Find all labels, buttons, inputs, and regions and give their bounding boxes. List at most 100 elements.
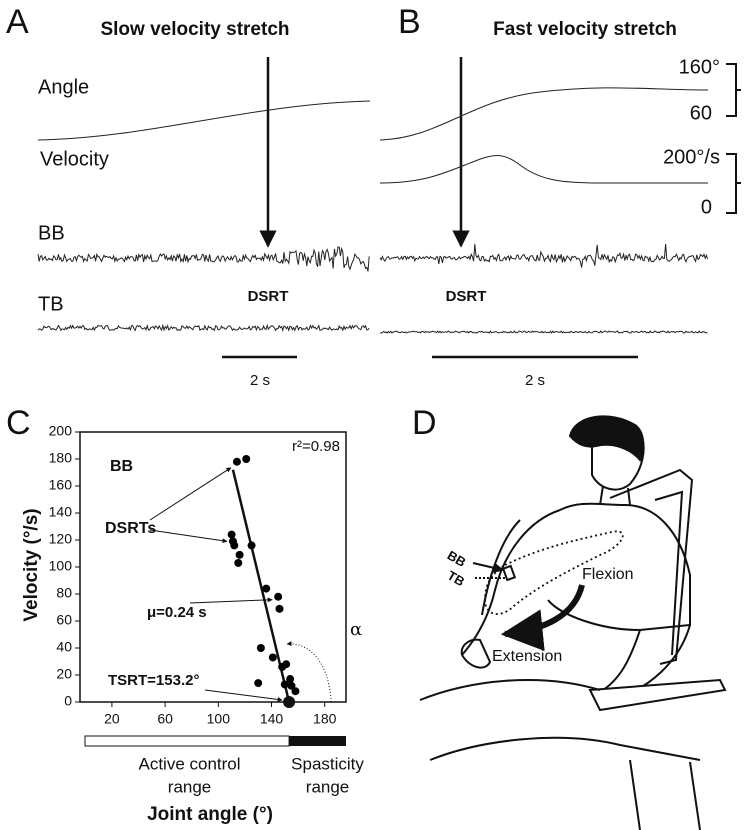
marker-label: DSRT (446, 288, 487, 305)
point (235, 550, 244, 559)
trace-label: Angle (38, 76, 89, 98)
panel-title: Fast velocity stretch (493, 19, 677, 40)
scale-label: 60 (690, 102, 712, 124)
range-bar (84, 735, 290, 747)
annotation-arrow (149, 529, 228, 544)
torso (547, 502, 691, 632)
y-axis-label: Velocity (°/s) (21, 508, 42, 621)
fit-line (231, 469, 291, 703)
movement-label: Flexion (582, 566, 634, 583)
emg-traces (37, 243, 709, 334)
series-label: BB (110, 458, 133, 475)
y-tick-label: 160 (49, 477, 73, 493)
range-label: range (168, 777, 211, 796)
scale-label: 200°/s (663, 146, 720, 168)
neck (599, 485, 631, 506)
y-tick-label: 0 (64, 693, 72, 709)
fit-label: r²=0.98 (292, 438, 340, 455)
point (274, 592, 283, 601)
legs (419, 679, 701, 761)
emg-trace (37, 246, 370, 272)
y-tick-label: 60 (56, 612, 72, 628)
angle-trace (379, 87, 709, 141)
scale-label: 2 s (250, 372, 270, 389)
y-tick-label: 120 (49, 531, 73, 547)
scale-label: 2 s (525, 372, 545, 389)
marker-label: DSRT (248, 288, 289, 305)
movement-label: Extension (492, 648, 562, 665)
chart: C 0 20 40 60 80 100 120 140 160 180 200 20 60 100 140 18… (6, 404, 364, 825)
x-tick-label: 140 (260, 711, 284, 727)
range-label: range (306, 777, 349, 796)
range-label: Active control (139, 754, 241, 773)
trace-label: BB (38, 222, 65, 244)
point (234, 558, 243, 567)
y-tick-label: 80 (56, 585, 72, 601)
point (262, 584, 271, 593)
velocity-trace (379, 155, 708, 184)
y-tick-label: 20 (56, 666, 72, 682)
arrow (472, 562, 504, 573)
movement-arrow (500, 584, 585, 652)
y-tick-label: 40 (56, 639, 72, 655)
tsrt-point (283, 696, 296, 708)
electrode (501, 564, 517, 582)
muscle-outline (484, 530, 624, 615)
trace-label: TB (38, 293, 64, 315)
illustration (419, 415, 727, 830)
point (268, 653, 277, 662)
panel-label: D (412, 404, 437, 442)
x-tick-label: 100 (207, 711, 231, 727)
point (254, 679, 263, 688)
muscle-label: BB (445, 548, 469, 570)
armrest (588, 678, 727, 712)
y-tick-label: 100 (49, 558, 73, 574)
point (256, 644, 265, 652)
y-tick-label: 200 (49, 423, 73, 439)
panel-label: A (6, 3, 29, 41)
trace-label: Velocity (40, 148, 109, 170)
chair-leg (629, 759, 701, 830)
x-axis-label: Joint angle (°) (147, 804, 273, 825)
annotation: TSRT=153.2° (108, 672, 199, 689)
hair (568, 415, 645, 462)
x-tick-label: 20 (104, 711, 120, 727)
range-label: Spasticity (291, 754, 364, 773)
point (230, 541, 239, 550)
point (227, 530, 236, 539)
panel-title: Slow velocity stretch (100, 19, 289, 40)
annotation: μ=0.24 s (147, 604, 207, 621)
point (278, 662, 287, 671)
panel-label: C (6, 404, 31, 442)
upper-arm (461, 509, 561, 656)
emg-trace (379, 330, 708, 334)
scale-bracket (726, 63, 741, 214)
scale-label: 160° (679, 56, 720, 78)
annotation-arrow (204, 689, 283, 702)
x-tick-label: 60 (157, 711, 173, 727)
angle-trace (37, 100, 371, 141)
annotation-arrow (189, 597, 273, 604)
point (286, 675, 295, 684)
hand (460, 638, 492, 669)
muscle-label: TB (445, 568, 468, 590)
range-bar (289, 736, 346, 746)
point (275, 604, 284, 613)
panel-label: B (398, 3, 421, 41)
sleeve (481, 519, 521, 616)
point (280, 680, 289, 689)
scale-label: 0 (701, 196, 712, 218)
point (232, 457, 241, 466)
y-tick-label: 180 (49, 450, 73, 466)
annotation: α (350, 619, 362, 640)
y-tick-label: 140 (49, 504, 73, 520)
emg-trace (379, 243, 709, 268)
point (247, 541, 256, 550)
annotation-arrow (149, 467, 232, 521)
point (291, 687, 300, 696)
annotation: DSRTs (105, 520, 156, 537)
point (242, 455, 251, 463)
chair-back (654, 490, 684, 656)
x-tick-label: 180 (313, 711, 337, 727)
